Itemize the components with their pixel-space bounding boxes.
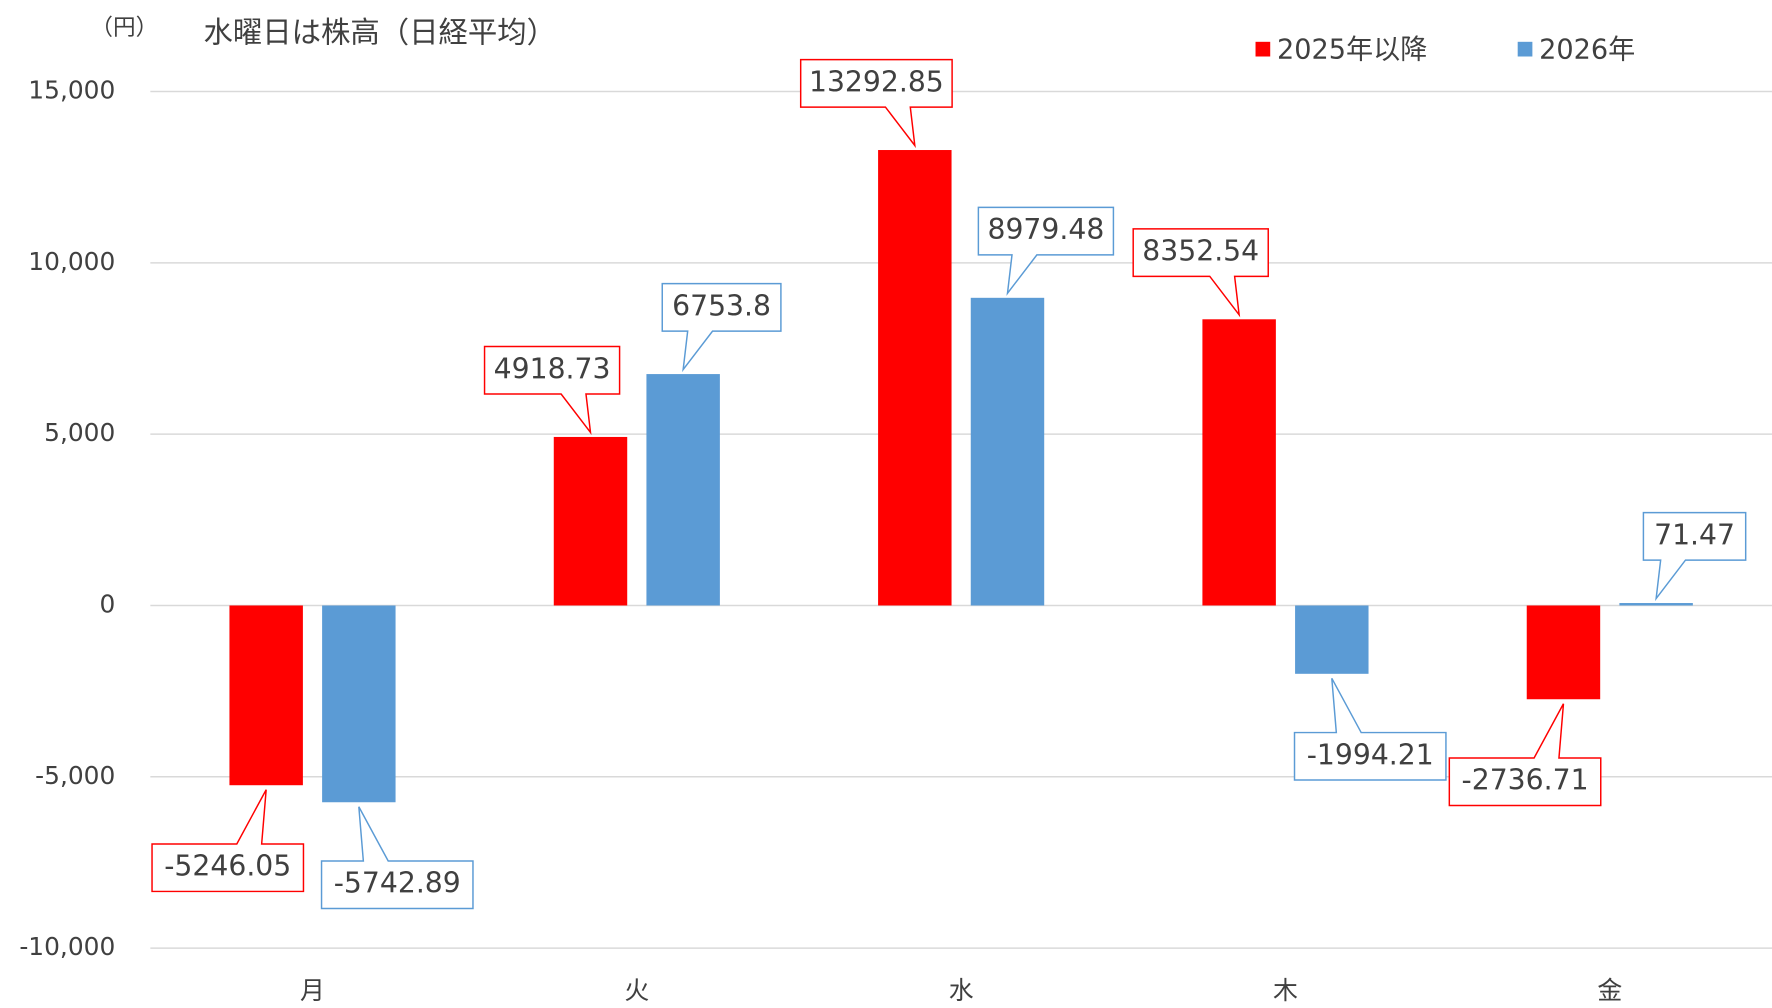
bar (322, 605, 396, 803)
bar (1202, 319, 1276, 606)
y-tick-label: 10,000 (28, 247, 115, 276)
data-label-box (1293, 677, 1447, 781)
bar (1295, 605, 1369, 674)
y-tick-label: 15,000 (28, 76, 115, 105)
data-label-box (799, 58, 953, 149)
data-label: -5742.89 (334, 867, 461, 900)
data-label: 6753.8 (672, 289, 771, 322)
data-label: -1994.21 (1307, 738, 1434, 771)
data-label: 4918.73 (494, 352, 611, 385)
bar (553, 436, 628, 606)
bar (646, 374, 720, 606)
x-tick-label: 火 (624, 976, 649, 1005)
x-tick-label: 金 (1597, 976, 1622, 1005)
legend-label: 2025年以降 (1277, 34, 1427, 65)
data-label-box (320, 806, 474, 910)
chart-title: 水曜日は株高（日経平均） (203, 15, 556, 49)
data-label: 13292.85 (809, 65, 944, 98)
data-label-box (1132, 228, 1269, 318)
data-label-box (1642, 511, 1747, 602)
y-tick-label: 0 (99, 589, 115, 618)
data-label-box (661, 282, 782, 373)
data-label-box (483, 345, 621, 435)
data-label: 71.47 (1654, 518, 1735, 551)
bar (229, 605, 303, 786)
x-tick-label: 木 (1273, 976, 1298, 1005)
x-tick-label: 月 (300, 976, 325, 1005)
x-tick-label: 水 (949, 976, 974, 1005)
bar (878, 150, 952, 606)
data-label-box (1448, 703, 1602, 807)
bar (970, 297, 1045, 606)
data-label: 8352.54 (1142, 235, 1259, 268)
data-label: 8979.48 (987, 213, 1104, 246)
y-tick-label: -5,000 (35, 761, 115, 790)
y-tick-label: -10,000 (19, 932, 115, 961)
y-tick-label: 5,000 (44, 418, 115, 447)
bar (1526, 605, 1601, 700)
legend-label: 2026年 (1539, 34, 1635, 65)
data-label-box (151, 789, 305, 893)
data-label: -5246.05 (164, 850, 291, 883)
y-axis-label: （円） (90, 15, 158, 41)
data-label: -2736.71 (1462, 764, 1589, 797)
data-label-box (977, 206, 1115, 296)
bar (1619, 603, 1693, 606)
legend-swatch (1517, 41, 1533, 57)
legend-swatch (1255, 41, 1271, 57)
